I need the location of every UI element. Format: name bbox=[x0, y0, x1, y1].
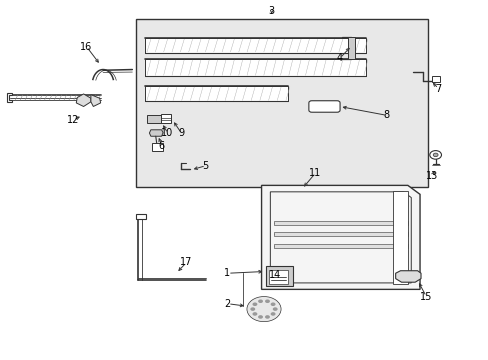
Polygon shape bbox=[261, 185, 419, 289]
Text: 8: 8 bbox=[383, 111, 389, 121]
Circle shape bbox=[255, 303, 272, 316]
Circle shape bbox=[264, 315, 269, 319]
Polygon shape bbox=[91, 95, 101, 107]
Polygon shape bbox=[76, 94, 91, 107]
Text: 12: 12 bbox=[66, 115, 79, 125]
Circle shape bbox=[258, 300, 263, 303]
Circle shape bbox=[250, 307, 255, 311]
Circle shape bbox=[260, 306, 267, 312]
Text: 9: 9 bbox=[178, 129, 184, 138]
Text: 2: 2 bbox=[224, 299, 230, 309]
Text: 1: 1 bbox=[224, 268, 230, 278]
Text: 11: 11 bbox=[308, 168, 321, 178]
Bar bbox=[144, 59, 366, 76]
Bar bbox=[347, 37, 354, 59]
Bar bbox=[144, 39, 366, 53]
Bar bbox=[273, 244, 407, 248]
Bar bbox=[160, 114, 171, 123]
Bar bbox=[431, 76, 439, 82]
Text: 3: 3 bbox=[268, 6, 274, 16]
Bar bbox=[152, 143, 162, 150]
Polygon shape bbox=[6, 93, 12, 102]
Text: 15: 15 bbox=[419, 292, 431, 302]
Bar bbox=[273, 231, 407, 236]
Bar bbox=[136, 214, 146, 220]
Bar bbox=[144, 86, 288, 101]
Circle shape bbox=[246, 297, 281, 321]
Circle shape bbox=[432, 153, 437, 157]
Circle shape bbox=[429, 150, 441, 159]
Bar bbox=[273, 221, 407, 225]
Circle shape bbox=[272, 307, 277, 311]
Polygon shape bbox=[149, 130, 163, 136]
Text: 16: 16 bbox=[80, 42, 92, 51]
Circle shape bbox=[270, 312, 275, 316]
Text: 14: 14 bbox=[268, 270, 280, 280]
Circle shape bbox=[264, 300, 269, 303]
Text: 17: 17 bbox=[180, 257, 192, 267]
Bar bbox=[147, 116, 160, 123]
Text: 4: 4 bbox=[336, 53, 342, 63]
Text: 13: 13 bbox=[425, 171, 437, 181]
Bar bbox=[136, 19, 427, 187]
FancyBboxPatch shape bbox=[308, 101, 339, 112]
Circle shape bbox=[270, 302, 275, 306]
Text: 5: 5 bbox=[202, 161, 208, 171]
Polygon shape bbox=[395, 271, 420, 282]
Polygon shape bbox=[270, 192, 410, 283]
Circle shape bbox=[252, 312, 257, 316]
Circle shape bbox=[252, 302, 257, 306]
Circle shape bbox=[258, 315, 263, 319]
Bar bbox=[268, 270, 288, 284]
Bar bbox=[392, 191, 407, 284]
Bar bbox=[266, 266, 293, 286]
Circle shape bbox=[250, 299, 277, 319]
Text: 10: 10 bbox=[161, 129, 173, 138]
Text: 6: 6 bbox=[158, 141, 164, 151]
Text: 7: 7 bbox=[434, 84, 440, 94]
